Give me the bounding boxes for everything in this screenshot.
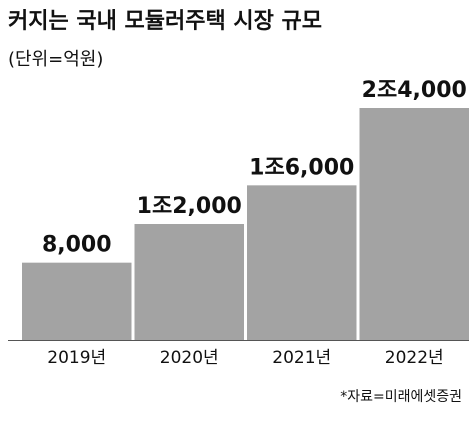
bar xyxy=(359,108,469,340)
value-label: 8,000 xyxy=(42,233,112,258)
chart-subtitle: (단위=억원) xyxy=(8,49,103,70)
x-tick-label: 2019년 xyxy=(47,348,106,368)
value-label: 1조2,000 xyxy=(137,194,242,219)
bar xyxy=(22,262,132,340)
bar xyxy=(134,224,244,340)
x-tick-label: 2021년 xyxy=(272,348,331,368)
value-label: 2조4,000 xyxy=(362,78,467,103)
value-label: 1조6,000 xyxy=(249,155,354,180)
bar xyxy=(247,185,357,340)
source-note: *자료=미래에셋증권 xyxy=(340,389,462,405)
x-tick-label: 2020년 xyxy=(160,348,219,368)
chart-title: 커지는 국내 모듈러주택 시장 규모 xyxy=(8,9,322,34)
x-tick-label: 2022년 xyxy=(385,348,444,368)
